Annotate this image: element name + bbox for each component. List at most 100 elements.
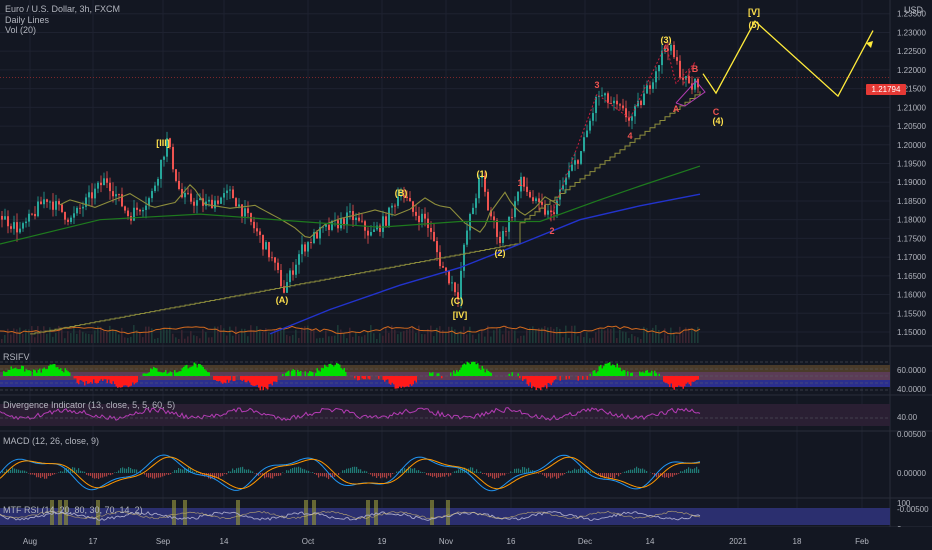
rsi-bar-up [181,368,183,376]
macd-histogram-bar [172,472,174,473]
candle-up [397,196,399,206]
volume-bar [43,326,45,343]
volume-bar [685,327,687,343]
divergence-pane-title[interactable]: Divergence Indicator (13, close, 5, 5, 6… [3,400,176,410]
macd-histogram-bar [166,473,168,475]
volume-bar [490,336,492,343]
rsi-bar-down [664,376,666,383]
rsi-bar-up [52,364,54,376]
macd-histogram-bar [2,470,4,473]
rsi-bar-up [208,372,210,376]
macd-histogram-bar [484,473,486,474]
macd-histogram-bar [38,473,40,478]
macd-histogram-bar [388,473,390,476]
rsi-bar-up [148,372,150,376]
macd-histogram-bar [140,470,142,473]
macd-histogram-bar [46,473,48,479]
currency-label[interactable]: USD [903,5,923,15]
volume-bar [127,337,129,343]
volume-bar [256,326,258,343]
volume-bar [175,337,177,343]
macd-histogram-bar [240,467,242,473]
rsi-bar-up [192,366,194,376]
volume-bar [430,325,432,343]
rsi-bar-up [298,371,300,376]
price-axis-label: 1.21500 [897,85,926,94]
rsi-bar-up [178,371,180,376]
rsi-bar-up [196,367,198,376]
rsi-bar-down [555,376,557,380]
macd-histogram-bar [416,470,418,473]
volume-bar [364,335,366,343]
candle-down [277,262,279,270]
macd-histogram-bar [606,473,608,478]
macd-histogram-bar [78,468,80,473]
candle-down [64,212,66,220]
rsi-bar-down [676,376,678,388]
volume-bar [289,336,291,343]
candle-up [373,229,375,233]
rsi-bar-down [552,376,554,383]
rsi-bar-up [288,370,290,376]
rsi-bar-down [550,376,552,386]
macd-histogram-bar [192,470,194,473]
candle-up [475,198,477,208]
rsi-bar-down [528,376,530,386]
symbol-title[interactable]: Euro / U.S. Dollar, 3h, FXCM [5,4,121,14]
candle-up [502,231,504,243]
macd-histogram-bar [390,473,392,478]
study-daily-lines[interactable]: Daily Lines [5,15,50,25]
macd-histogram-bar [528,467,530,473]
rsi-bar-up [480,369,482,376]
rsi-bar-up [186,364,188,376]
rsi-bar-up [198,363,200,376]
volume-bar [391,325,393,343]
candle-down [280,269,282,287]
macd-histogram-bar [194,472,196,473]
macd-histogram-bar [638,468,640,473]
volume-bar [70,333,72,343]
rsi-bar-up [327,367,329,376]
rsi-bar-up [334,364,336,376]
macd-histogram-bar [626,470,628,473]
macd-histogram-bar [272,473,274,479]
candle-down [538,198,540,202]
rsi-bar-down [268,376,270,385]
price-axis-label: 1.20500 [897,122,926,131]
candle-up [103,178,105,186]
macd-histogram-bar [668,473,670,479]
rsi-bar-down [388,376,390,384]
macd-histogram-bar [236,468,238,473]
study-volume[interactable]: Vol (20) [5,25,37,35]
price-axis-label: 1.23000 [897,28,926,37]
macd-histogram-bar [152,473,154,479]
volume-bar [274,329,276,343]
rsi-bar-up [201,365,203,376]
candle-up [670,44,672,51]
rsi-bar-down [213,376,215,380]
candle-down [253,221,255,229]
rsi-bar-down [358,376,360,381]
volume-bar [331,336,333,343]
volume-bar [484,336,486,343]
rsi-bar-down [112,376,114,382]
volume-bar [334,335,336,343]
candle-up [205,201,207,206]
macd-histogram-bar [642,468,644,473]
candle-up [37,201,39,217]
rsi-bar-down [273,376,275,382]
volume-bar [397,334,399,343]
candle-down [640,100,642,106]
macd-pane-title[interactable]: MACD (12, 26, close, 9) [3,436,100,446]
rsi-pane-title[interactable]: RSIFV [3,352,30,362]
rsi-bar-up [64,368,66,376]
rsi-bar-up [9,369,11,376]
candle-down [511,216,513,218]
macd-histogram-bar [600,473,602,478]
rsi-bar-down [691,376,693,382]
candle-down [688,76,690,84]
macd-histogram-bar [196,470,198,473]
time-axis-label: 2021 [729,537,747,546]
mtf-rsi-pane-title[interactable]: MTF RSI (14, 20, 80, 30, 70, 14, 2) [3,505,143,515]
